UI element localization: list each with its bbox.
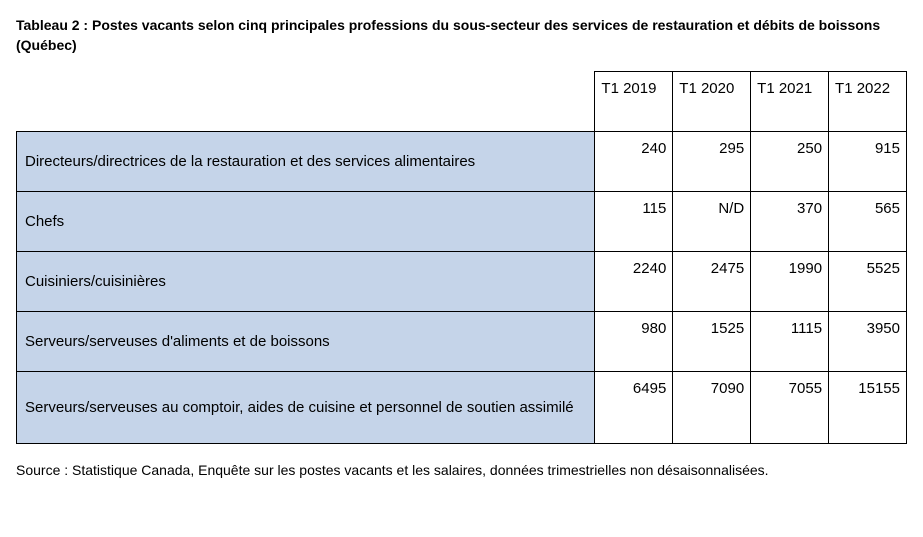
- table-title: Tableau 2 : Postes vacants selon cinq pr…: [16, 16, 907, 55]
- row-label: Cuisiniers/cuisinières: [17, 252, 595, 312]
- row-value: 370: [751, 192, 829, 252]
- row-value: 250: [751, 132, 829, 192]
- row-value: 115: [595, 192, 673, 252]
- table-row: Directeurs/directrices de la restauratio…: [17, 132, 907, 192]
- row-value: 915: [829, 132, 907, 192]
- table-row: Serveurs/serveuses au comptoir, aides de…: [17, 372, 907, 444]
- row-value: 1525: [673, 312, 751, 372]
- table-row: Chefs 115 N/D 370 565: [17, 192, 907, 252]
- row-value: 1115: [751, 312, 829, 372]
- row-value: 980: [595, 312, 673, 372]
- row-label: Directeurs/directrices de la restauratio…: [17, 132, 595, 192]
- row-value: N/D: [673, 192, 751, 252]
- row-value: 565: [829, 192, 907, 252]
- row-value: 5525: [829, 252, 907, 312]
- header-col-0: T1 2019: [595, 72, 673, 132]
- row-value: 240: [595, 132, 673, 192]
- source-text: Source : Statistique Canada, Enquête sur…: [16, 460, 907, 481]
- row-value: 15155: [829, 372, 907, 444]
- row-label: Chefs: [17, 192, 595, 252]
- row-value: 7055: [751, 372, 829, 444]
- header-corner-cell: [17, 72, 595, 132]
- table-header-row: T1 2019 T1 2020 T1 2021 T1 2022: [17, 72, 907, 132]
- header-col-1: T1 2020: [673, 72, 751, 132]
- row-value: 2240: [595, 252, 673, 312]
- header-col-2: T1 2021: [751, 72, 829, 132]
- row-value: 2475: [673, 252, 751, 312]
- row-value: 7090: [673, 372, 751, 444]
- row-value: 3950: [829, 312, 907, 372]
- row-label: Serveurs/serveuses au comptoir, aides de…: [17, 372, 595, 444]
- row-value: 1990: [751, 252, 829, 312]
- row-value: 295: [673, 132, 751, 192]
- row-value: 6495: [595, 372, 673, 444]
- header-col-3: T1 2022: [829, 72, 907, 132]
- table-row: Serveurs/serveuses d'aliments et de bois…: [17, 312, 907, 372]
- vacancy-table: T1 2019 T1 2020 T1 2021 T1 2022 Directeu…: [16, 71, 907, 444]
- table-row: Cuisiniers/cuisinières 2240 2475 1990 55…: [17, 252, 907, 312]
- row-label: Serveurs/serveuses d'aliments et de bois…: [17, 312, 595, 372]
